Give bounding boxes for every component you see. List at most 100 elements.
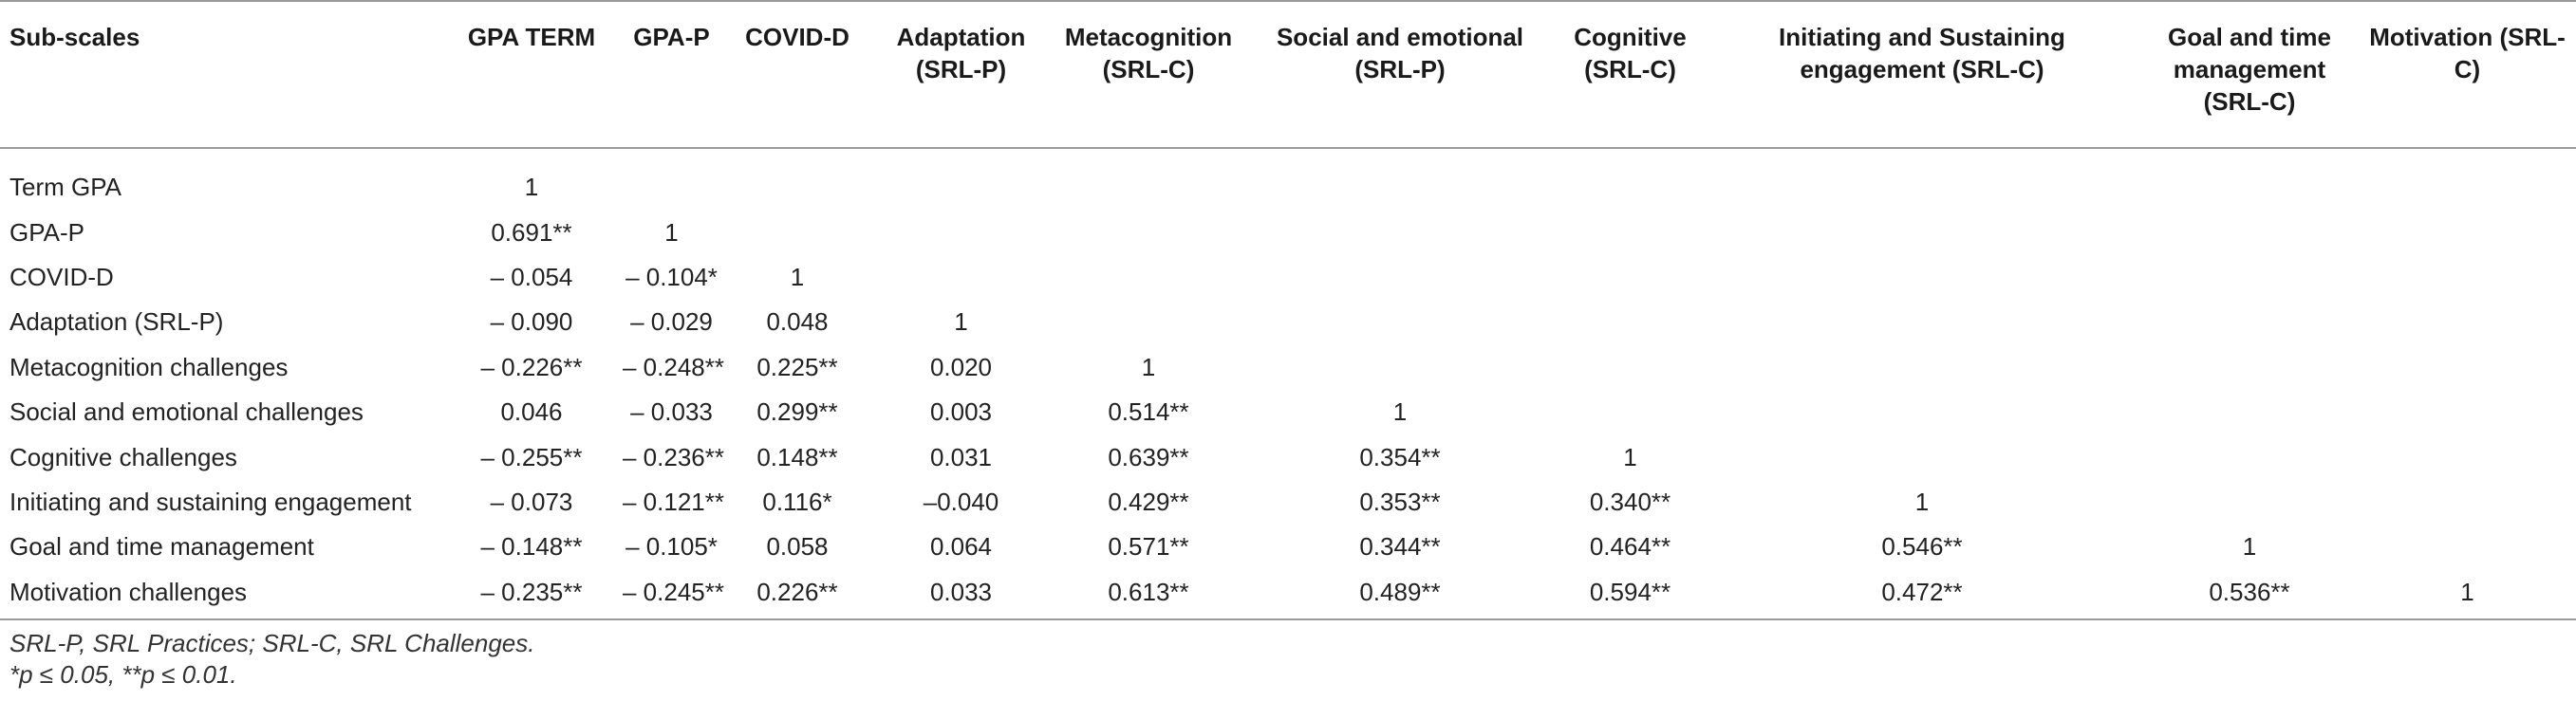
table-cell [2359,210,2576,254]
table-row: COVID-D – 0.054 – 0.104* 1 [0,254,2576,299]
row-label: Initiating and sustaining engagement [9,488,412,517]
table-cell: 0.048 [766,307,829,337]
table-cell: 1 [790,263,805,292]
footnote-significance: *p ≤ 0.05, **p ≤ 0.01. [9,660,237,689]
table-cell: 1 [524,173,539,201]
table-cell [1054,210,1243,254]
table-cell: 0.594** [1589,577,1671,606]
table-top-rule [0,0,2576,2]
table-header-rule [0,147,2576,149]
table-cell: – 0.226** [480,352,583,381]
table-cell [1704,254,2140,299]
table-cell: – 0.090 [490,307,573,337]
table-cell [2359,525,2576,569]
header-gpa-p: GPA-P [633,23,710,51]
table-cell [1243,147,1557,210]
table-cell [1704,434,2140,479]
table-row: Term GPA 1 [0,147,2576,210]
header-sub-scales: Sub-scales [9,23,140,51]
table-cell [868,210,1054,254]
header-covid-d: COVID-D [745,23,849,51]
table-cell: – 0.104* [625,263,718,292]
header-social-emotional: Social and emotional (SRL-P) [1276,23,1524,83]
table-cell: 0.472** [1881,577,1963,606]
table-cell: 0.003 [929,397,993,427]
table-cell: 0.148** [756,442,838,471]
table-cell: 0.031 [929,442,993,471]
table-cell: 0.033 [929,577,993,606]
table-row: Social and emotional challenges 0.046 – 0.… [0,390,2576,434]
table-cell: 0.613** [1108,577,1189,606]
table-cell [726,210,868,254]
row-label: Social and emotional challenges [9,397,364,427]
table-row: Metacognition challenges – 0.226** – 0.248… [0,344,2576,389]
table-cell: – 0.073 [490,488,573,517]
table-cell: – 0.235** [480,577,583,606]
table-cell [2140,300,2359,344]
table-body: Term GPA 1 GPA-P 0.691** 1 COVID-D – 0.054 – 0.… [0,147,2576,615]
table-cell [2140,147,2359,210]
table-cell: 0.116* [762,488,832,517]
header-adaptation: Adaptation (SRL-P) [896,23,1026,83]
table-footnotes: SRL-P, SRL Practices; SRL-C, SRL Challen… [9,628,534,691]
table-cell: – 0.248** [623,352,724,381]
table-cell: 0.064 [929,532,993,562]
table-cell: – 0.121** [623,488,724,517]
table-cell [726,147,868,210]
table-cell: – 0.148** [480,532,583,562]
table-cell: – 0.245** [623,577,724,606]
table-cell: – 0.033 [630,397,713,427]
table-cell: –0.040 [923,488,999,517]
header-goal-time: Goal and time management (SRL-C) [2168,23,2331,116]
table-cell [1704,147,2140,210]
table-cell: 0.020 [929,352,993,381]
table-cell [2140,344,2359,389]
table-bottom-rule [0,618,2576,620]
table-cell [1243,210,1557,254]
table-cell [1557,210,1704,254]
table-cell [1054,300,1243,344]
table-cell: – 0.054 [490,263,573,292]
table-cell: 0.489** [1359,577,1441,606]
table-cell [2359,300,2576,344]
row-label: Term GPA [9,173,121,201]
table-row: Motivation challenges – 0.235** – 0.245** 0… [0,569,2576,614]
table-cell: 0.354** [1359,442,1441,471]
table-cell: 1 [1623,442,1637,471]
table-cell [1243,254,1557,299]
table-cell: 0.464** [1589,532,1671,562]
table-cell: – 0.105* [625,532,718,562]
header-gpa-term: GPA TERM [467,23,596,51]
table-cell [1704,210,2140,254]
table-cell [1704,300,2140,344]
table-row: Goal and time management – 0.148** – 0.105… [0,525,2576,569]
table-cell: 0.691** [491,217,572,247]
table-cell [2359,479,2576,524]
table-cell: 1 [1141,352,1156,381]
table-cell: 0.514** [1108,397,1189,427]
table-cell [1557,254,1704,299]
table-cell [1243,300,1557,344]
table-cell [2359,254,2576,299]
row-label: GPA-P [9,217,84,247]
table-cell [1704,390,2140,434]
table-cell [2359,390,2576,434]
row-label: Metacognition challenges [9,352,289,381]
table-row: Initiating and sustaining engagement – 0.… [0,479,2576,524]
table-cell [1557,344,1704,389]
header-motivation: Motivation (SRL-C) [2369,23,2566,83]
table-cell [1243,344,1557,389]
table-cell: 1 [664,217,679,247]
table-row: Cognitive challenges – 0.255** – 0.236** 0.… [0,434,2576,479]
table-cell: 1 [954,307,968,337]
table-cell [2140,479,2359,524]
header-cognitive: Cognitive (SRL-C) [1574,23,1687,83]
row-label: Cognitive challenges [9,442,237,471]
table-cell: 1 [2460,577,2474,606]
table-cell [1557,147,1704,210]
table-cell: 0.225** [756,352,838,381]
table-cell: 0.353** [1359,488,1441,517]
table-cell [2140,210,2359,254]
table-cell: 0.344** [1359,532,1441,562]
header-initiating-sustaining: Initiating and Sustaining engagement (SR… [1779,23,2065,83]
